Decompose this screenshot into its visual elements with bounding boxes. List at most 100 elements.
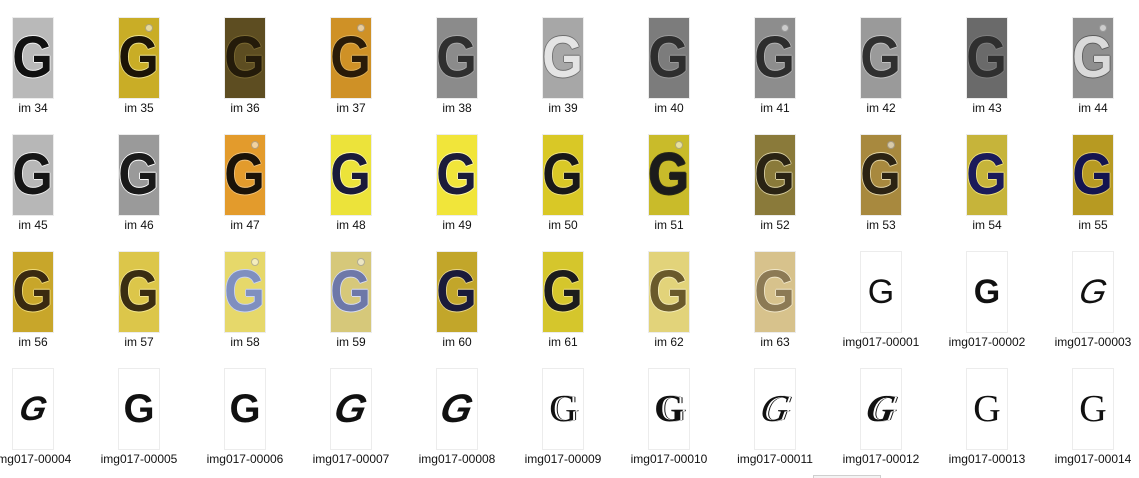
thumbnail-image[interactable]: G	[649, 18, 689, 98]
thumbnail-image[interactable]: G	[861, 135, 901, 215]
thumbnail-caption: im 46	[124, 218, 154, 232]
thumbnail-image[interactable]: G	[967, 252, 1007, 332]
thumbnail-caption: im 35	[124, 101, 154, 115]
thumbnail-image[interactable]: G	[649, 369, 689, 449]
thumbnail-image[interactable]: G	[861, 252, 901, 332]
thumbnail-image[interactable]: G	[13, 18, 53, 98]
thumbnail-image[interactable]: G	[437, 252, 477, 332]
thumbnail-image[interactable]: G	[1073, 135, 1113, 215]
thumbnail-image[interactable]: G	[331, 18, 371, 98]
thumbnail-image[interactable]: G	[225, 369, 265, 449]
thumbnail-image[interactable]: G	[331, 369, 371, 449]
thumbnail-image[interactable]: G	[967, 18, 1007, 98]
plate-screw-icon	[675, 141, 683, 149]
thumbnail-image[interactable]: G	[1073, 252, 1113, 332]
thumbnail-image[interactable]: G	[755, 252, 795, 332]
thumbnail-caption: img017-00013	[948, 452, 1026, 466]
thumbnail-image[interactable]: G	[649, 135, 689, 215]
thumbnail-image[interactable]: G	[437, 369, 477, 449]
thumbnail-image[interactable]: G	[119, 369, 159, 449]
thumbnail-image[interactable]: G	[437, 135, 477, 215]
thumbnail-image[interactable]: G	[437, 18, 477, 98]
thumbnail-image[interactable]: G	[543, 135, 583, 215]
thumbnail-glyph: G	[973, 273, 1001, 311]
thumbnail-image[interactable]: G	[119, 135, 159, 215]
thumbnail-image[interactable]: G	[119, 252, 159, 332]
thumbnail-glyph: G	[437, 387, 477, 431]
thumbnail-image[interactable]: G	[543, 18, 583, 98]
thumbnail-image[interactable]: G	[225, 135, 265, 215]
thumbnail-image[interactable]: G	[225, 18, 265, 98]
thumbnail-image[interactable]: G	[967, 135, 1007, 215]
thumbnail-glyph: G	[649, 25, 689, 90]
horizontal-scrollbar[interactable]	[813, 475, 881, 478]
thumbnail-image[interactable]: G	[1073, 18, 1113, 98]
thumbnail-image[interactable]: G	[861, 18, 901, 98]
thumbnail-image[interactable]: G	[755, 369, 795, 449]
thumbnail-image[interactable]: G	[331, 135, 371, 215]
thumbnail-image[interactable]: G	[1073, 369, 1113, 449]
thumbnail-image[interactable]: G	[331, 252, 371, 332]
thumbnail-glyph: G	[15, 390, 51, 428]
thumbnail-image[interactable]: G	[649, 252, 689, 332]
thumbnail-image[interactable]: G	[225, 252, 265, 332]
thumbnail-image[interactable]: G	[967, 369, 1007, 449]
thumbnail-image[interactable]: G	[13, 369, 53, 449]
thumbnail-image[interactable]: G	[543, 369, 583, 449]
thumbnail-image[interactable]: G	[543, 252, 583, 332]
thumbnail-caption: img017-00002	[948, 335, 1026, 349]
thumbnail-image[interactable]: G	[755, 135, 795, 215]
thumbnail-image[interactable]: G	[119, 18, 159, 98]
thumbnail-caption: img017-00003	[1054, 335, 1132, 349]
thumbnail-glyph: G	[755, 259, 795, 324]
thumbnail-image[interactable]: G	[13, 252, 53, 332]
thumbnail-image[interactable]: G	[13, 135, 53, 215]
thumbnail-image[interactable]: G	[755, 18, 795, 98]
thumbnail-image[interactable]: G	[861, 369, 901, 449]
